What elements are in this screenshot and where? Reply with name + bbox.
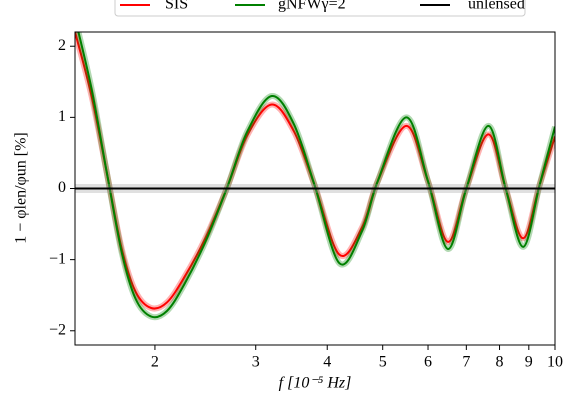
x-tick-label: 7 [462,354,470,371]
series-line [75,32,555,310]
legend [114,0,526,17]
series-band [75,32,555,312]
legend-label: SIS [165,0,188,13]
plot-area [75,32,555,321]
x-tick-label: 2 [151,354,159,371]
legend-label: gNFWγ=2 [278,0,346,13]
y-tick-label: −2 [49,321,66,338]
plot-frame [74,31,556,346]
y-tick-label: 1 [58,108,66,125]
y-axis-label: 1 − φlen/φun [%] [13,132,30,243]
x-tick-label: 10 [547,354,563,371]
x-tick-label: 3 [252,354,260,371]
y-tick-label: 0 [58,179,66,196]
x-tick-label: 8 [496,354,504,371]
y-tick-label: −1 [49,250,66,267]
x-tick-label: 5 [379,354,387,371]
x-tick-label: 4 [323,354,331,371]
x-axis-label: f [10⁻⁵ Hz] [279,375,352,392]
series-line [77,32,555,319]
y-tick-label: 2 [58,37,66,54]
series-band [75,32,555,321]
x-tick-label: 6 [424,354,432,371]
legend-label: unlensed [468,0,525,13]
x-tick-label: 9 [525,354,533,371]
